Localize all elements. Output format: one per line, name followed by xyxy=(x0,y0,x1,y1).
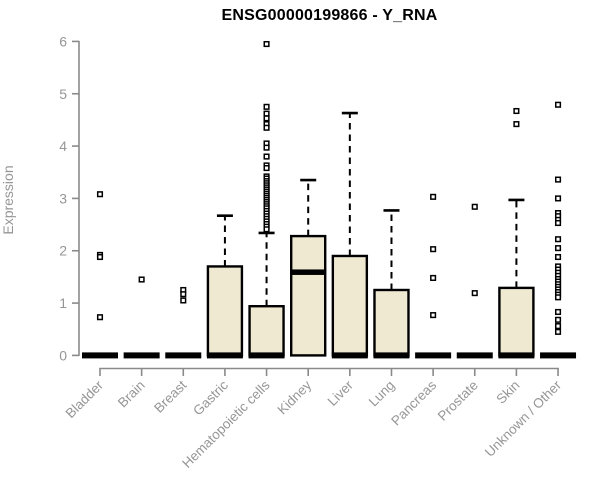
outlier-point xyxy=(554,316,562,323)
outlier-point xyxy=(430,312,437,319)
y-tick-label: 5 xyxy=(59,86,67,102)
outlier-point xyxy=(554,253,562,261)
outlier-point xyxy=(96,253,104,261)
outlier-point xyxy=(430,246,437,253)
y-tick-label: 0 xyxy=(59,347,67,363)
x-category-label: Kidney xyxy=(275,377,315,417)
x-category-label: Gastric xyxy=(190,377,231,418)
median-bar xyxy=(456,352,493,359)
outlier-point xyxy=(471,203,478,210)
x-category-label: Unknown / Other xyxy=(482,377,565,460)
median-bar xyxy=(373,352,410,359)
chart-title: ENSG00000199866 - Y_RNA xyxy=(221,7,438,24)
outlier-point xyxy=(96,191,104,198)
outlier-point xyxy=(263,165,270,172)
median-bar xyxy=(290,269,327,275)
median-bar xyxy=(206,352,243,359)
outlier-point xyxy=(513,107,520,115)
outlier-point xyxy=(96,314,104,321)
outlier-point xyxy=(430,274,437,282)
outlier-point xyxy=(554,176,562,183)
outlier-point xyxy=(263,144,270,151)
outlier-point xyxy=(554,323,562,330)
median-bar xyxy=(82,352,118,359)
outlier-point xyxy=(554,219,562,227)
outlier-point xyxy=(554,195,562,202)
median-bar xyxy=(540,352,577,359)
x-category-label: Brain xyxy=(115,378,148,411)
median-bar xyxy=(415,352,452,359)
outlier-point xyxy=(471,290,478,297)
median-bar xyxy=(498,352,535,359)
y-tick-label: 1 xyxy=(59,295,67,311)
outlier-point xyxy=(554,236,562,243)
outlier-point xyxy=(554,294,562,301)
outlier-point xyxy=(263,153,270,160)
outlier-point xyxy=(554,328,562,335)
box xyxy=(248,305,285,357)
outlier-point xyxy=(263,103,270,110)
outlier-point xyxy=(180,297,187,304)
box xyxy=(498,286,535,357)
outlier-point xyxy=(263,124,270,131)
x-category-label: Liver xyxy=(325,377,357,409)
outlier-point xyxy=(138,276,145,283)
outlier-point xyxy=(263,110,270,117)
y-tick-label: 2 xyxy=(59,243,67,259)
median-bar xyxy=(331,352,368,359)
x-category-label: Prostate xyxy=(435,378,481,424)
box xyxy=(373,288,410,357)
outlier-point xyxy=(263,115,270,122)
x-category-label: Lung xyxy=(366,378,398,410)
x-category-label: Breast xyxy=(151,377,189,415)
box xyxy=(206,265,244,357)
median-bar xyxy=(123,352,160,359)
outlier-point xyxy=(554,308,562,316)
outlier-point xyxy=(513,121,520,128)
median-bar xyxy=(248,352,285,359)
outlier-point xyxy=(263,226,270,233)
box xyxy=(290,234,327,357)
outlier-point xyxy=(180,291,187,298)
x-category-label: Bladder xyxy=(63,377,107,421)
outlier-point xyxy=(554,245,562,252)
outlier-point xyxy=(263,40,270,48)
x-category-label: Skin xyxy=(493,378,522,407)
median-bar xyxy=(165,352,202,359)
y-tick-label: 4 xyxy=(59,138,67,154)
box xyxy=(331,254,369,357)
y-tick-label: 6 xyxy=(59,33,67,49)
y-tick-label: 3 xyxy=(59,190,67,206)
x-category-label: Pancreas xyxy=(388,377,439,428)
outlier-point xyxy=(430,193,437,200)
outlier-point xyxy=(554,101,562,108)
